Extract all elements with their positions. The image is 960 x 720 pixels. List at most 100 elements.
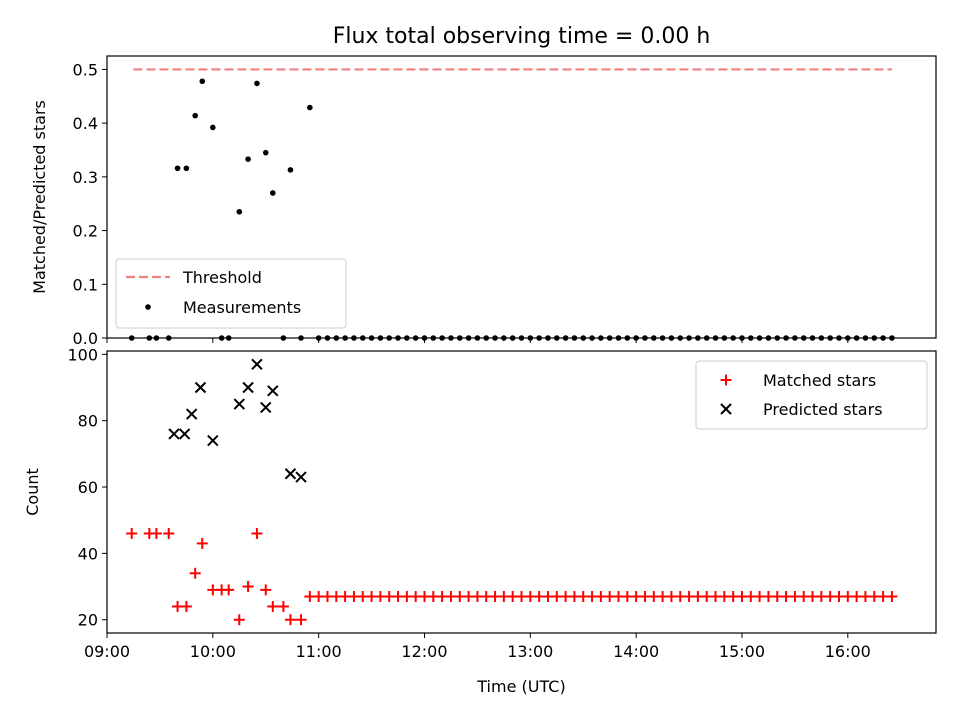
measurement-point (280, 335, 287, 341)
measurement-point (501, 335, 507, 341)
measurement-point (395, 335, 401, 341)
matched-star-point (150, 527, 162, 539)
bottom-axes-frame (106, 350, 937, 634)
x-tick-label: 15:00 (719, 642, 765, 661)
measurement-point (128, 335, 135, 341)
measurement-point (845, 335, 851, 341)
measurement-point (880, 335, 886, 341)
measurement-point (703, 335, 710, 341)
predicted-star-point (207, 434, 219, 447)
measurement-point (359, 335, 366, 341)
measurement-point (509, 335, 516, 341)
measurement-point (430, 335, 437, 341)
measurement-point (351, 335, 357, 341)
measurement-point (465, 335, 472, 341)
x-axis-label: Time (UTC) (476, 677, 565, 696)
matched-star-point (284, 614, 296, 626)
measurement-point (456, 335, 463, 341)
measurement-point (633, 335, 639, 341)
measurement-point (871, 335, 878, 341)
top-series (128, 68, 895, 341)
measurement-point (756, 335, 763, 341)
bottom-y-axis-label: Count (23, 468, 42, 516)
measurement-point (765, 335, 772, 341)
top-panel: Flux total observing time = 0.00 h 0.00.… (30, 24, 937, 348)
x-tick-label: 10:00 (190, 642, 236, 661)
measurement-point (721, 335, 728, 341)
matched-star-point (180, 600, 192, 612)
measurement-point (527, 335, 534, 341)
measurement-point (659, 335, 666, 341)
bottom-panel: 20 40 60 80 100 09:00 10:00 11:00 12:00 13:00 14:… (23, 345, 937, 696)
measurement-point (827, 335, 833, 341)
predicted-star-point (260, 401, 272, 414)
measurement-point (386, 335, 393, 341)
measurement-point (412, 335, 419, 341)
measurement-point (262, 149, 269, 156)
measurement-point (668, 335, 675, 341)
measurement-point (598, 335, 604, 341)
measurement-point (792, 335, 798, 341)
measurement-point (448, 335, 454, 341)
measurement-point (153, 335, 160, 341)
measurement-point (333, 335, 340, 341)
measurement-point (368, 335, 375, 341)
measurement-point (642, 335, 648, 341)
y-tick-label: 80 (78, 412, 98, 431)
measurement-point (192, 112, 198, 119)
x-tick-label: 09:00 (84, 642, 130, 661)
predicted-star-point (295, 471, 307, 483)
measurement-point (677, 335, 684, 341)
predicted-star-point (168, 428, 180, 440)
measurement-point (225, 335, 232, 341)
measurement-point (836, 335, 842, 341)
measurement-point (545, 335, 551, 341)
measurement-point (774, 335, 781, 341)
legend-x-marker (720, 403, 732, 415)
legend-measurement-swatch (145, 304, 151, 310)
legend-measurements-label: Measurements (183, 298, 301, 317)
y-tick-label: 0.0 (73, 329, 98, 348)
measurement-point (245, 156, 251, 162)
measurement-point (377, 335, 384, 341)
measurement-point (307, 104, 313, 111)
x-tick-label: 14:00 (613, 642, 659, 661)
matched-star-point (277, 600, 289, 612)
measurement-point (800, 335, 807, 341)
predicted-star-point (251, 358, 263, 370)
measurement-point (624, 335, 631, 341)
measurement-point (783, 335, 789, 341)
measurement-point (270, 190, 276, 196)
measurement-point (518, 335, 525, 341)
x-tick-label: 12:00 (401, 642, 447, 661)
measurement-point (695, 335, 701, 341)
y-tick-label: 20 (78, 611, 98, 630)
y-tick-label: 60 (78, 478, 98, 497)
measurement-point (809, 335, 816, 341)
measurement-point (747, 335, 754, 341)
measurement-point (562, 335, 569, 341)
measurement-point (606, 335, 613, 341)
measurement-point (342, 335, 348, 341)
matched-star-point (260, 584, 272, 596)
matched-star-point (189, 567, 201, 579)
measurement-point (483, 335, 490, 341)
measurement-point (580, 335, 587, 341)
measurement-point (615, 335, 622, 341)
measurement-point (287, 167, 294, 173)
bottom-legend: Matched stars Predicted stars (695, 360, 928, 430)
x-tick-label: 13:00 (507, 642, 553, 661)
measurement-point (210, 124, 216, 131)
matched-star-point (126, 527, 138, 539)
measurement-point (146, 335, 153, 341)
x-tick-label: 11:00 (296, 642, 342, 661)
legend-predicted-swatch (720, 403, 732, 415)
predicted-star-point (284, 468, 297, 480)
measurement-point (712, 335, 719, 341)
measurement-point (199, 78, 206, 85)
measurement-point (862, 335, 869, 341)
y-tick-label: 0.2 (73, 222, 98, 241)
matched-star-point (233, 614, 245, 626)
measurement-point (183, 165, 190, 172)
